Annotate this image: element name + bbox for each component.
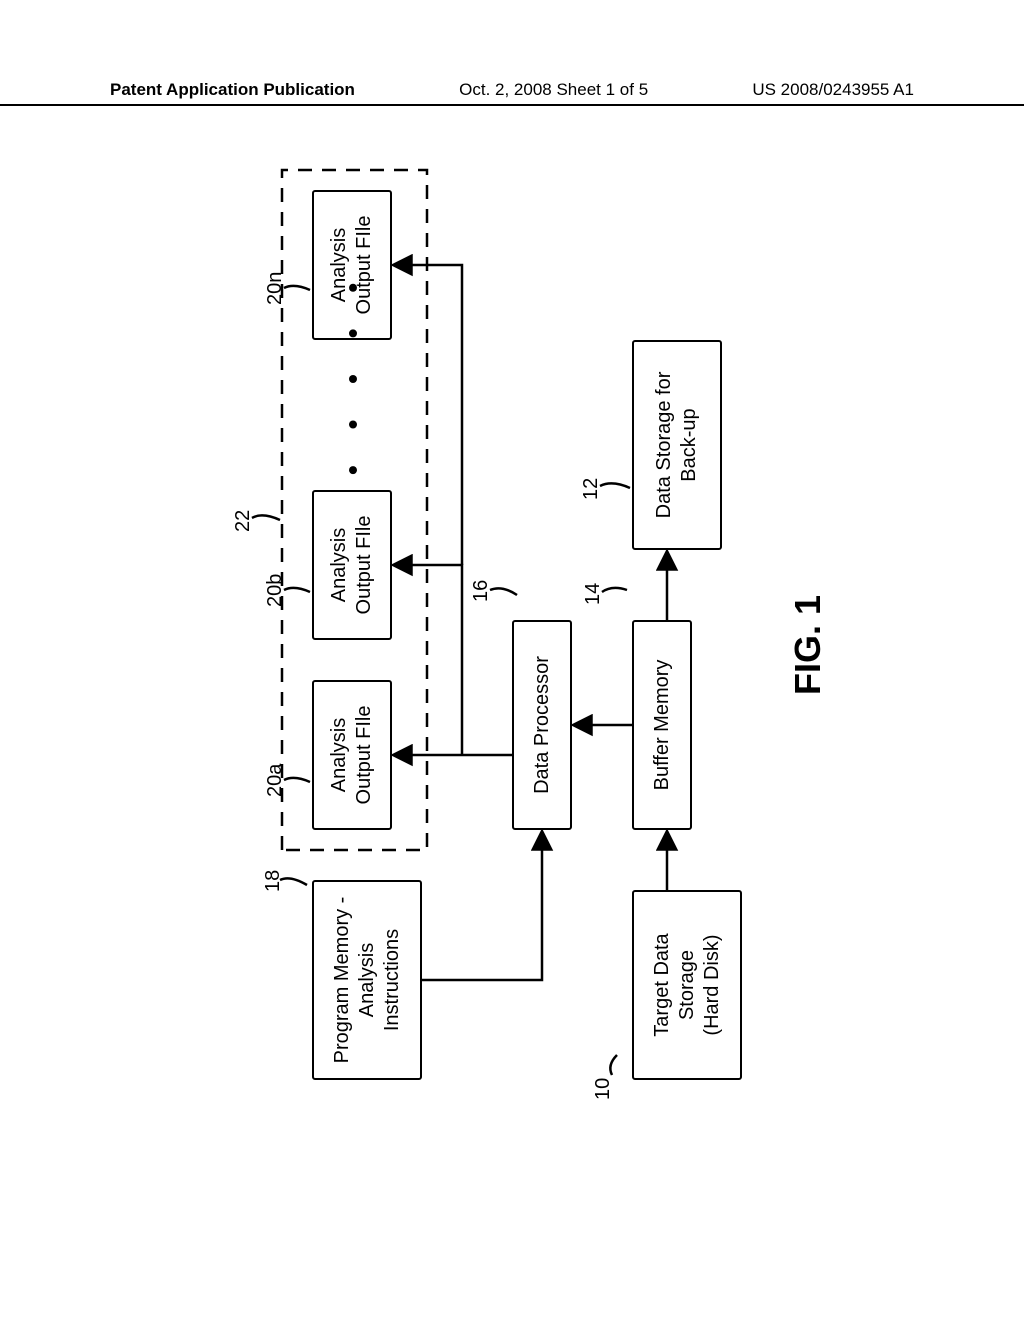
ref-10: 10	[592, 1078, 615, 1100]
lead-20a	[284, 778, 310, 782]
lead-14	[602, 588, 627, 592]
node-label: Target DataStorage(Hard Disk)	[650, 933, 725, 1036]
ref-20a: 20a	[264, 764, 287, 797]
lead-10	[610, 1055, 617, 1075]
ref-12: 12	[580, 478, 603, 500]
lead-20n	[284, 286, 310, 290]
ellipsis-dots: • • • • •	[337, 269, 369, 475]
node-label: Data Processor	[530, 656, 555, 794]
header-center: Oct. 2, 2008 Sheet 1 of 5	[459, 80, 648, 100]
ref-16: 16	[470, 580, 493, 602]
figure-label: FIG. 1	[787, 595, 829, 695]
ref-20n: 20n	[264, 272, 287, 305]
node-target-data-storage: Target DataStorage(Hard Disk)	[632, 890, 742, 1080]
ref-18: 18	[262, 870, 285, 892]
lead-20b	[284, 588, 310, 592]
node-analysis-output-a: AnalysisOutput FIle	[312, 680, 392, 830]
ref-22: 22	[232, 510, 255, 532]
node-label: AnalysisOutput FIle	[327, 516, 377, 615]
node-label: AnalysisOutput FIle	[327, 706, 377, 805]
node-program-memory: Program Memory -AnalysisInstructions	[312, 880, 422, 1080]
page-header: Patent Application Publication Oct. 2, 2…	[0, 80, 1024, 106]
node-label: Buffer Memory	[650, 660, 675, 791]
ref-20b: 20b	[264, 574, 287, 607]
header-right: US 2008/0243955 A1	[752, 80, 914, 100]
edge-program-processor	[422, 832, 542, 980]
lead-12	[600, 483, 630, 488]
header-left: Patent Application Publication	[110, 80, 355, 100]
node-label: Program Memory -AnalysisInstructions	[330, 897, 405, 1064]
node-label: Data Storage forBack-up	[652, 372, 702, 519]
lead-22	[252, 515, 280, 520]
node-buffer-memory: Buffer Memory	[632, 620, 692, 830]
node-data-processor: Data Processor	[512, 620, 572, 830]
figure-1: Target DataStorage(Hard Disk) Buffer Mem…	[162, 180, 862, 1110]
node-data-storage-backup: Data Storage forBack-up	[632, 340, 722, 550]
lead-16	[490, 588, 517, 595]
node-analysis-output-b: AnalysisOutput FIle	[312, 490, 392, 640]
ref-14: 14	[582, 583, 605, 605]
